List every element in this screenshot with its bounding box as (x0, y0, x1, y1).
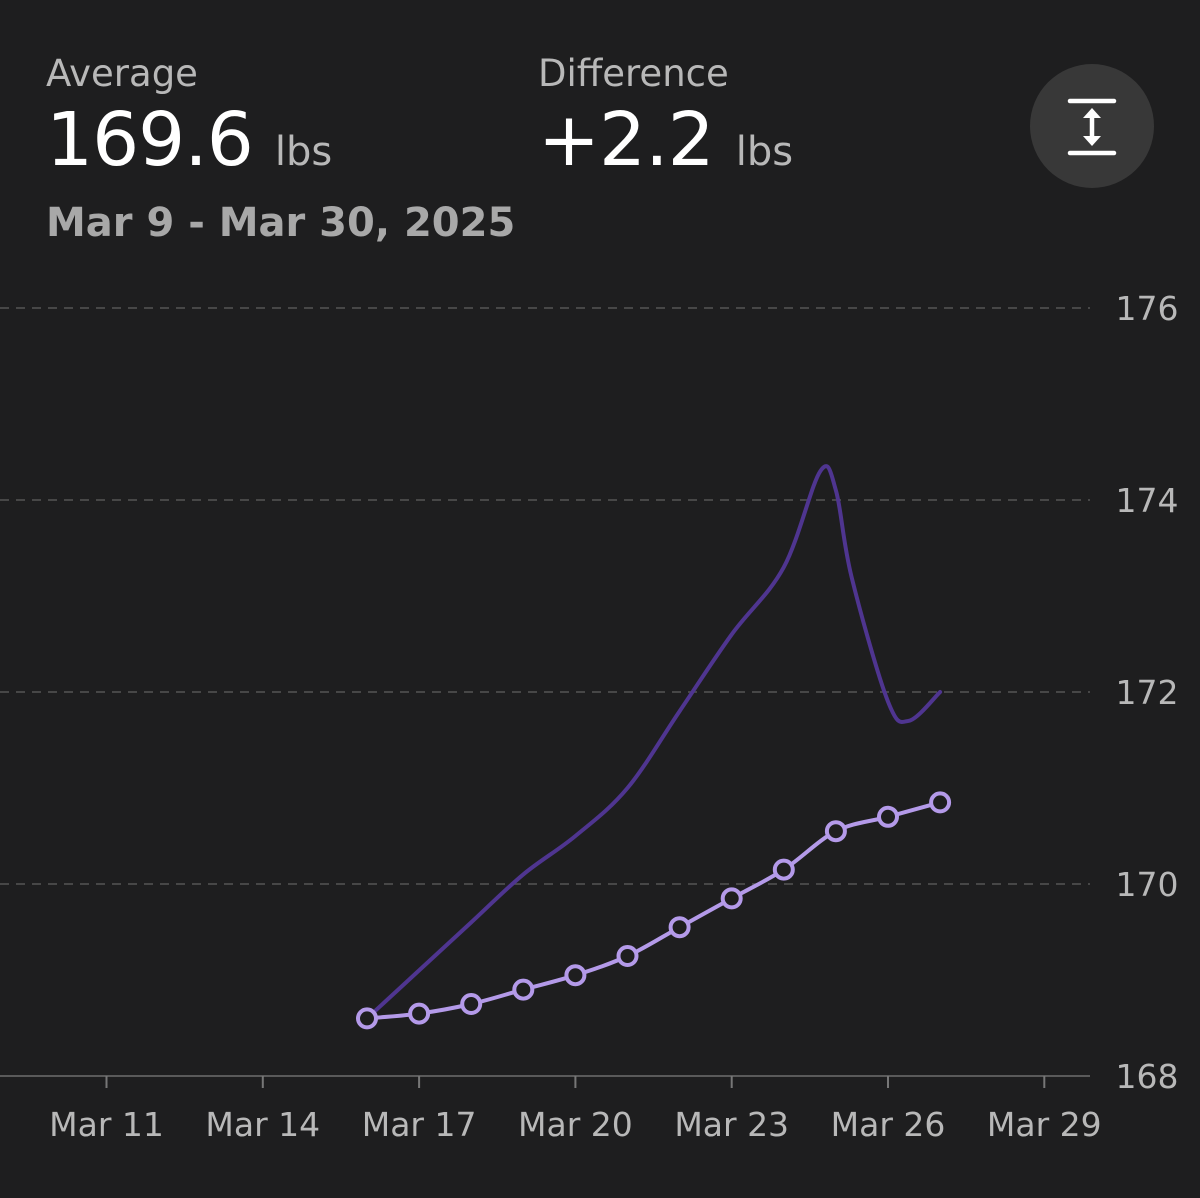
trend-weight-line (365, 800, 943, 1021)
trend-point (929, 791, 952, 814)
trend-point (877, 805, 899, 828)
average-label: Average (46, 52, 198, 95)
difference-value: +2.2 (538, 97, 715, 183)
x-tick-label: Mar 20 (518, 1105, 633, 1144)
scale-toggle-button[interactable] (1030, 64, 1154, 188)
y-tick-label: 172 (1116, 673, 1179, 712)
y-tick-label: 168 (1116, 1057, 1179, 1096)
trend-point (720, 887, 743, 910)
trend-point (356, 1007, 378, 1030)
y-tick-label: 174 (1116, 481, 1179, 520)
difference-stat: Difference +2.2 lbs (538, 52, 793, 200)
average-value-row: 169.6 lbs (46, 100, 332, 200)
date-range: Mar 9 - Mar 30, 2025 (46, 200, 516, 246)
x-tick-label: Mar 26 (831, 1105, 946, 1144)
trend-point (772, 858, 795, 881)
trend-point (824, 820, 847, 843)
trend-point (668, 916, 691, 939)
y-tick-label: 176 (1116, 289, 1179, 328)
trend-point (512, 978, 535, 1001)
raw-weight-line (365, 464, 943, 1021)
x-tick-label: Mar 17 (362, 1105, 477, 1144)
trend-point (460, 993, 483, 1015)
y-tick-label: 170 (1116, 865, 1179, 904)
x-tick-label: Mar 23 (674, 1105, 789, 1144)
trend-point (616, 945, 639, 967)
vertical-expand-icon (1067, 98, 1117, 156)
average-stat: Average 169.6 lbs (46, 52, 332, 200)
x-tick-label: Mar 14 (205, 1105, 320, 1144)
difference-unit: lbs (735, 129, 794, 175)
average-unit: lbs (274, 129, 333, 175)
x-tick-label: Mar 29 (987, 1105, 1102, 1144)
difference-label: Difference (538, 52, 729, 95)
average-value: 169.6 (46, 97, 254, 183)
difference-value-row: +2.2 lbs (538, 100, 793, 200)
trend-point (564, 964, 587, 987)
x-tick-label: Mar 11 (49, 1105, 164, 1144)
trend-point (408, 1002, 431, 1025)
